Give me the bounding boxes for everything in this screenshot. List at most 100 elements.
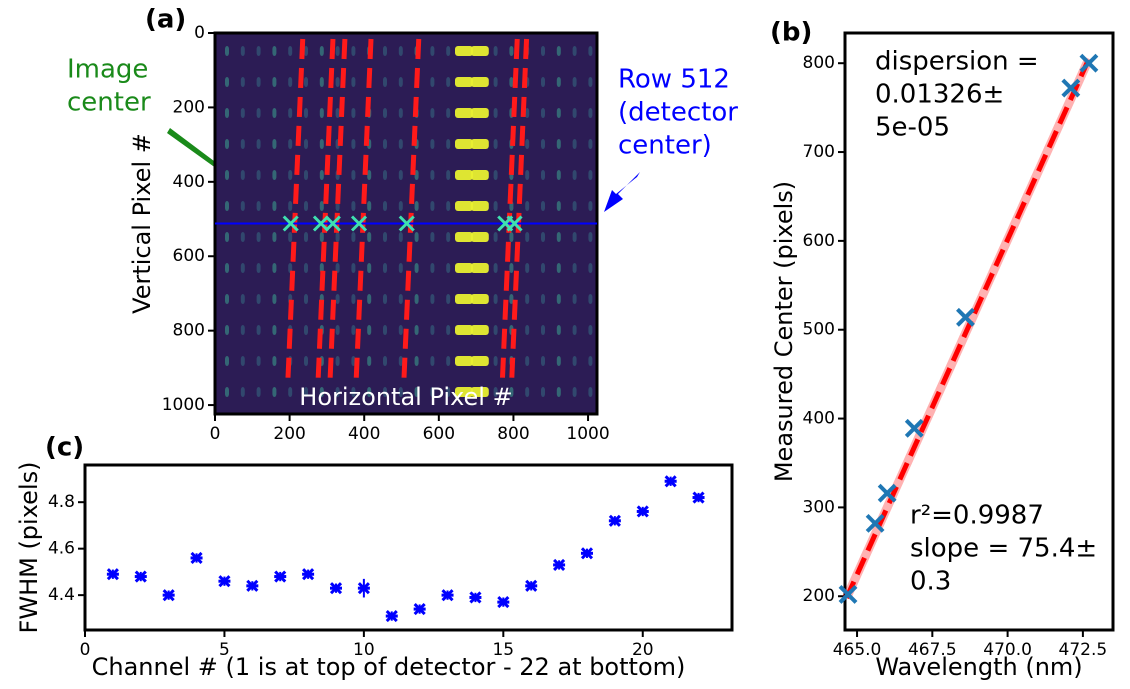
spot bbox=[446, 263, 451, 273]
y-axis-label: Measured Center (pixels) bbox=[770, 181, 798, 482]
spot bbox=[398, 46, 403, 56]
spot bbox=[319, 77, 324, 87]
spot bbox=[256, 46, 261, 56]
spot bbox=[572, 263, 577, 273]
spot bbox=[351, 170, 356, 180]
spot bbox=[256, 387, 261, 397]
spot bbox=[455, 387, 473, 397]
spot bbox=[493, 77, 498, 87]
data-point bbox=[636, 505, 649, 518]
spot bbox=[556, 139, 561, 149]
spot bbox=[493, 263, 498, 273]
spot bbox=[225, 139, 229, 149]
spot bbox=[556, 46, 561, 56]
spot bbox=[398, 77, 403, 87]
spot bbox=[272, 387, 277, 397]
spot bbox=[398, 108, 403, 118]
spot bbox=[351, 139, 356, 149]
data-point bbox=[246, 579, 259, 592]
annotation: Image bbox=[67, 55, 148, 85]
spot bbox=[272, 77, 277, 87]
spot bbox=[588, 294, 593, 304]
spot bbox=[304, 108, 308, 118]
spot bbox=[493, 232, 498, 242]
spot bbox=[470, 232, 489, 242]
spot bbox=[383, 46, 387, 56]
spot bbox=[541, 387, 545, 397]
data-point bbox=[956, 307, 975, 327]
spot bbox=[351, 46, 356, 56]
x-axis-label: Channel # (1 is at top of detector - 22 … bbox=[92, 653, 686, 681]
marker-stroke bbox=[956, 307, 975, 327]
spot bbox=[256, 139, 261, 149]
spot bbox=[272, 108, 277, 118]
spot bbox=[225, 232, 229, 242]
marker-stroke bbox=[1079, 53, 1099, 73]
spot bbox=[240, 108, 245, 118]
data-point bbox=[162, 589, 175, 602]
spot bbox=[335, 294, 340, 304]
spot bbox=[430, 232, 435, 242]
spot bbox=[367, 232, 372, 242]
spot bbox=[256, 170, 261, 180]
spot bbox=[351, 77, 356, 87]
spot bbox=[470, 263, 489, 273]
spot bbox=[414, 294, 419, 304]
spot bbox=[383, 170, 387, 180]
spot bbox=[398, 387, 403, 397]
spot bbox=[556, 201, 561, 211]
data-point bbox=[838, 585, 858, 604]
spot bbox=[335, 108, 340, 118]
y-tick-label: 4.8 bbox=[48, 492, 75, 512]
spot bbox=[509, 46, 514, 56]
spot bbox=[455, 263, 473, 273]
spot bbox=[240, 263, 245, 273]
x-tick-label: 10 bbox=[353, 640, 375, 660]
plot-frame bbox=[843, 31, 1115, 632]
spot bbox=[470, 356, 489, 366]
y-tick-label: 600 bbox=[173, 246, 205, 266]
spot bbox=[588, 77, 593, 87]
spot bbox=[588, 232, 593, 242]
spot bbox=[367, 294, 372, 304]
annotation: center) bbox=[618, 131, 712, 161]
spot bbox=[509, 294, 514, 304]
spot bbox=[319, 139, 324, 149]
data-point bbox=[608, 514, 621, 527]
spot bbox=[383, 387, 387, 397]
spot bbox=[304, 201, 308, 211]
y-tick-label: 0 bbox=[194, 23, 205, 43]
annotation: 0.01326± bbox=[875, 80, 1004, 110]
spot bbox=[414, 325, 419, 335]
spot bbox=[525, 232, 530, 242]
spot bbox=[455, 356, 473, 366]
spot bbox=[455, 170, 473, 180]
spot bbox=[556, 232, 561, 242]
spot bbox=[470, 387, 489, 397]
data-point bbox=[865, 513, 885, 533]
spot bbox=[367, 356, 372, 366]
spot bbox=[240, 139, 245, 149]
spot bbox=[335, 232, 340, 242]
y-tick-label: 700 bbox=[803, 142, 835, 162]
spot bbox=[304, 170, 308, 180]
spot bbox=[430, 77, 435, 87]
spot bbox=[272, 232, 277, 242]
spot bbox=[240, 77, 245, 87]
spot bbox=[572, 387, 577, 397]
spot bbox=[572, 46, 577, 56]
spot bbox=[240, 356, 245, 366]
spot bbox=[430, 356, 435, 366]
marker bbox=[350, 215, 368, 232]
spot bbox=[414, 170, 419, 180]
marker bbox=[324, 215, 341, 232]
spot bbox=[225, 387, 229, 397]
spot bbox=[383, 263, 387, 273]
spot bbox=[240, 201, 245, 211]
spot bbox=[588, 46, 593, 56]
data-point bbox=[357, 582, 370, 595]
data-point bbox=[904, 418, 924, 438]
data-point bbox=[1061, 78, 1081, 98]
marker-stroke bbox=[1061, 78, 1081, 98]
spot bbox=[446, 201, 451, 211]
